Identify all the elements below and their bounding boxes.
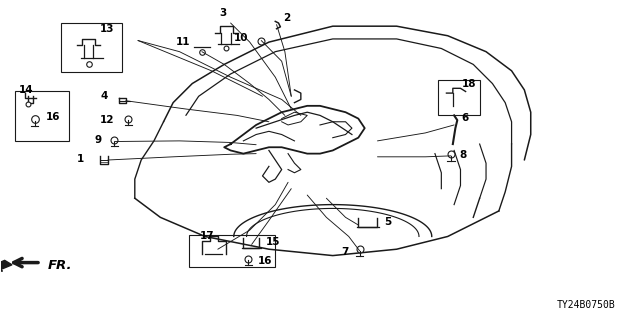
Text: 16: 16 <box>257 256 272 266</box>
Text: 6: 6 <box>462 113 469 123</box>
Text: 7: 7 <box>341 247 349 257</box>
Text: 5: 5 <box>384 217 391 227</box>
Text: 12: 12 <box>100 115 115 125</box>
Text: 8: 8 <box>460 150 467 160</box>
Bar <box>61 23 122 72</box>
Text: 3: 3 <box>220 8 227 19</box>
Bar <box>189 235 275 267</box>
Text: 18: 18 <box>462 78 476 89</box>
Text: 1: 1 <box>76 154 84 164</box>
Bar <box>15 92 69 141</box>
Text: 16: 16 <box>45 112 60 122</box>
FancyArrow shape <box>0 260 12 271</box>
Text: 13: 13 <box>100 24 115 34</box>
Text: 9: 9 <box>95 135 102 145</box>
Text: 10: 10 <box>234 33 248 43</box>
Text: TY24B0750B: TY24B0750B <box>556 300 615 310</box>
Text: 2: 2 <box>283 13 290 23</box>
Text: 17: 17 <box>200 231 214 242</box>
Text: 15: 15 <box>266 237 280 247</box>
Text: FR.: FR. <box>47 259 72 272</box>
Bar <box>438 80 479 116</box>
Text: 11: 11 <box>176 37 190 47</box>
Text: 4: 4 <box>100 91 108 101</box>
Text: 14: 14 <box>19 85 33 95</box>
